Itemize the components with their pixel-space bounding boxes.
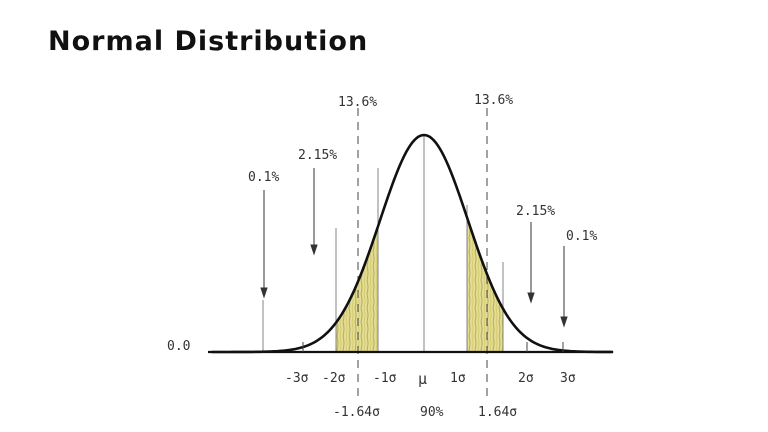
percent-label-left-center: 13.6% bbox=[338, 95, 377, 110]
percent-label-left-tail: 0.1% bbox=[248, 170, 279, 185]
percent-label-right-tail: 0.1% bbox=[566, 229, 597, 244]
axis-label-plus-1s: 1σ bbox=[450, 371, 466, 386]
page-title: Normal Distribution bbox=[48, 26, 369, 57]
bell-curve bbox=[210, 133, 614, 354]
arrow-right-mid bbox=[527, 222, 535, 304]
axis-label-minus-2s: -2σ bbox=[322, 371, 346, 386]
bottom-label-middle: 90% bbox=[420, 405, 444, 420]
baseline-label: 0.0 bbox=[167, 339, 190, 354]
axis-label-minus-3s: -3σ bbox=[285, 371, 309, 386]
axis-label-mu: μ bbox=[418, 370, 427, 388]
bottom-label-right-cut: 1.64σ bbox=[478, 405, 517, 420]
bottom-label-left-cut: -1.64σ bbox=[333, 405, 380, 420]
arrow-left-tail bbox=[260, 190, 268, 299]
axis-label-minus-1s: -1σ bbox=[373, 371, 397, 386]
percent-label-right-mid: 2.15% bbox=[516, 204, 555, 219]
shaded-region-right bbox=[467, 217, 503, 352]
arrow-right-tail bbox=[560, 246, 568, 328]
percent-label-right-center: 13.6% bbox=[474, 93, 513, 108]
arrow-left-mid bbox=[310, 168, 318, 256]
percent-label-left-mid: 2.15% bbox=[298, 148, 337, 163]
axis-label-plus-3s: 3σ bbox=[560, 371, 576, 386]
axis-label-plus-2s: 2σ bbox=[518, 371, 534, 386]
